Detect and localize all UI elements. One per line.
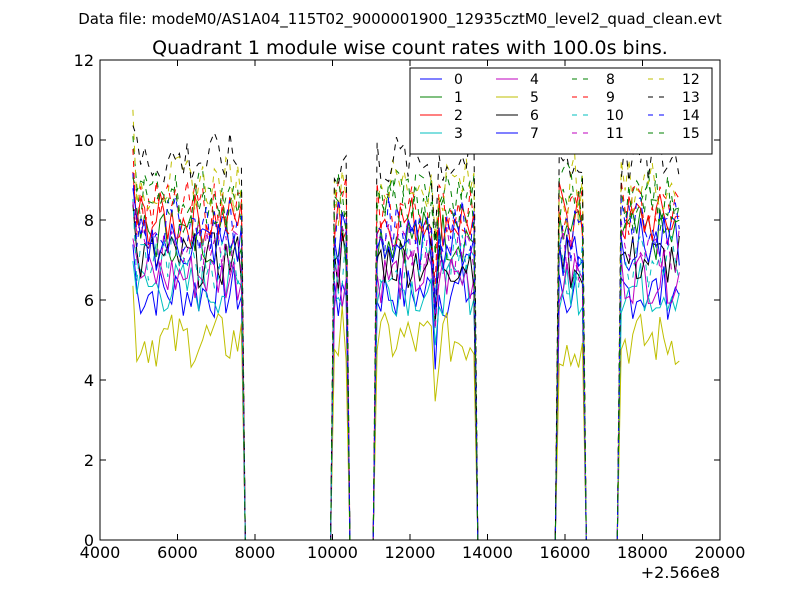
legend-label-7: 7 [530,126,539,142]
series-line-11 [132,201,680,540]
axis-ticks: 4000 6000 8000 10000 12000 14000 16000 18000 200… [74,51,746,562]
y-tick-label: 6 [84,291,94,310]
series-line-5 [132,285,680,540]
chart-title: Quadrant 1 module wise count rates with … [152,37,668,59]
series-layer [132,109,680,540]
series-line-3 [132,259,680,540]
legend-label-4: 4 [530,72,539,88]
x-tick-label: 16000 [540,543,591,562]
legend-label-13: 13 [682,90,700,106]
legend-label-0: 0 [454,72,463,88]
legend-label-1: 1 [454,90,463,106]
y-tick-label: 12 [74,51,94,70]
x-tick-label: 20000 [695,543,746,562]
x-tick-label: 10000 [307,543,358,562]
legend-label-12: 12 [682,72,700,88]
legend-label-14: 14 [682,108,700,124]
legend-label-6: 6 [530,108,539,124]
x-tick-label: 18000 [617,543,668,562]
legend-label-9: 9 [606,90,615,106]
legend-label-3: 3 [454,126,463,142]
series-line-2 [132,171,680,540]
x-tick-label: 8000 [235,543,276,562]
series-line-12 [132,109,680,540]
x-tick-label: 14000 [462,543,513,562]
y-tick-label: 2 [84,451,94,470]
x-offset-label: +2.566e8 [641,563,720,582]
series-line-4 [132,238,680,540]
legend-label-8: 8 [606,72,615,88]
x-tick-label: 6000 [157,543,198,562]
y-tick-label: 10 [74,131,94,150]
series-line-9 [132,148,680,540]
y-tick-label: 0 [84,531,94,550]
series-line-8 [132,136,680,540]
series-line-10 [132,199,680,540]
series-line-0 [132,244,680,540]
x-tick-label: 4000 [80,543,121,562]
figure-suptitle: Data file: modeM0/AS1A04_115T02_90000019… [78,10,722,29]
series-line-7 [132,188,680,540]
legend-label-11: 11 [606,126,624,142]
legend-label-5: 5 [530,90,539,106]
legend-box [409,67,713,155]
y-tick-label: 4 [84,371,94,390]
series-line-13 [132,125,680,540]
legend-label-10: 10 [606,108,624,124]
legend-label-2: 2 [454,108,463,124]
legend-label-15: 15 [682,126,700,142]
x-tick-label: 12000 [385,543,436,562]
series-line-15 [132,176,680,540]
series-line-14 [132,173,680,540]
y-tick-label: 8 [84,211,94,230]
